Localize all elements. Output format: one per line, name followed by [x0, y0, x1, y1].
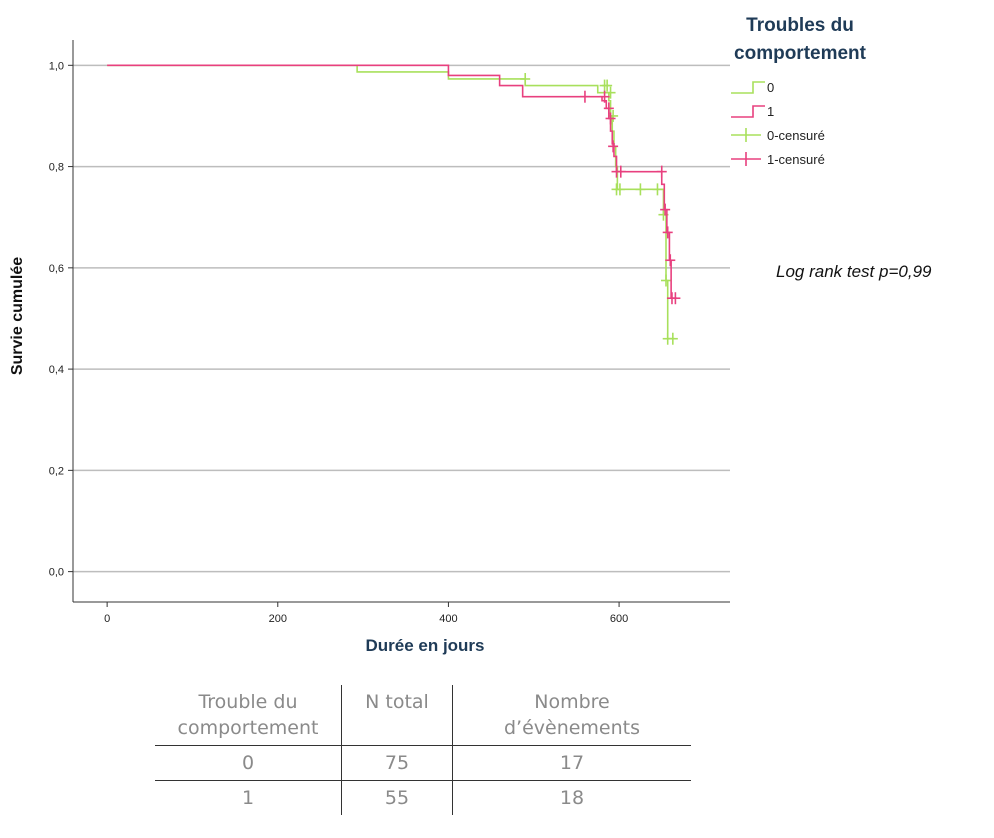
table-cell: 1 [155, 780, 342, 815]
table-row: 1 55 18 [155, 780, 691, 815]
x-tick-label: 400 [439, 613, 457, 625]
legend-entry-1: 1 [731, 104, 774, 119]
table-cell: 75 [341, 745, 453, 781]
kaplan-meier-chart: 0,0 0,2 0,4 0,6 0,8 1,0 0 200 400 600 0 1 0-censuré… [49, 40, 825, 625]
y-tick-label: 0,4 [49, 364, 64, 376]
legend: 0 1 0-censuré 1-censuré [731, 80, 825, 167]
header-n-total-line-1: N total [365, 691, 429, 713]
table-header-row: Trouble du comportement N total Nombre d… [155, 685, 691, 746]
censor-mark-series-1 [615, 165, 626, 178]
legend-title-line-1: Troubles du [746, 15, 854, 36]
legend-entry-0-censuré: 0-censuré [731, 128, 825, 143]
axes: 0,0 0,2 0,4 0,6 0,8 1,0 0 200 400 600 [49, 40, 730, 625]
censor-mark-series-1 [579, 90, 590, 103]
y-tick-label: 0,6 [49, 263, 64, 275]
y-tick-label: 0,8 [49, 162, 64, 174]
legend-entry-1-censuré: 1-censuré [731, 152, 825, 167]
y-axis-label: Survie cumulée [9, 256, 26, 376]
series-curves [107, 64, 681, 345]
table-row: 0 75 17 [155, 745, 691, 781]
table-cell: 17 [452, 745, 691, 781]
header-events-line-2: d’évènements [503, 717, 641, 739]
legend-entry-0: 0 [731, 80, 774, 95]
y-tick-label: 0,0 [49, 567, 64, 579]
censor-mark-series-0 [661, 274, 672, 287]
header-events: Nombre d’évènements [453, 685, 692, 746]
censor-mark-series-0 [602, 79, 613, 92]
legend-label: 0 [767, 80, 774, 95]
legend-step-swatch [731, 105, 765, 118]
series-1-curve [107, 64, 677, 300]
x-tick-label: 0 [104, 613, 110, 625]
header-n-total: N total [341, 685, 453, 746]
header-trouble-line-1: Trouble du [198, 691, 298, 713]
censor-mark-series-1 [603, 102, 614, 115]
censor-mark-series-1 [670, 292, 681, 305]
censor-mark-series-1 [599, 90, 610, 103]
y-tick-label: 0,2 [49, 465, 64, 477]
header-events-line-1: Nombre [534, 691, 610, 713]
gridlines [73, 64, 730, 573]
legend-label: 0-censuré [767, 128, 825, 143]
legend-step-swatch [731, 81, 765, 94]
censor-mark-series-0 [614, 183, 625, 196]
x-axis-label: Durée en jours [365, 636, 485, 655]
table-cell: 18 [452, 780, 691, 815]
table-cell: 0 [155, 745, 342, 781]
summary-table: Trouble du comportement N total Nombre d… [155, 685, 691, 815]
censor-mark-series-1 [660, 203, 671, 216]
censor-mark-series-0 [652, 183, 663, 196]
log-rank-annotation: Log rank test p=0,99 [776, 262, 932, 281]
censor-mark-series-0 [635, 183, 646, 196]
censor-mark-series-1 [605, 112, 616, 125]
y-tick-label: 1,0 [49, 60, 64, 72]
x-tick-label: 600 [610, 613, 628, 625]
censor-mark-series-1 [656, 165, 667, 178]
header-trouble: Trouble du comportement [155, 685, 342, 746]
legend-title-line-2: comportement [734, 43, 866, 64]
censor-mark-series-1 [665, 254, 676, 267]
table-cell: 55 [341, 780, 453, 815]
header-trouble-line-2: comportement [177, 717, 319, 739]
legend-label: 1-censuré [767, 152, 825, 167]
censor-mark-series-1 [662, 226, 673, 239]
censor-mark-series-0 [520, 72, 531, 85]
series-0-curve [107, 64, 675, 340]
x-tick-label: 200 [269, 613, 287, 625]
legend-title: Troubles du comportement [700, 12, 900, 68]
censor-mark-series-0 [667, 332, 678, 345]
censor-mark-series-1 [608, 140, 619, 153]
legend-label: 1 [767, 104, 774, 119]
censor-mark-series-0 [605, 86, 616, 99]
